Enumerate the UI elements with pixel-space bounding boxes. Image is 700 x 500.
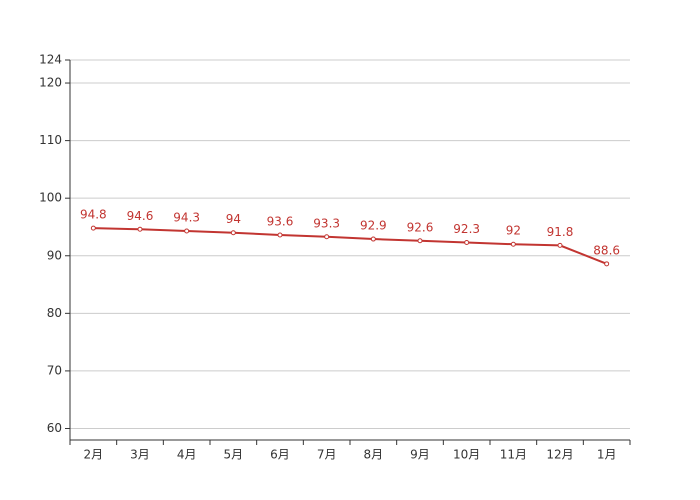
data-label: 92.3 [453,222,480,236]
data-label: 93.6 [267,215,294,229]
point [510,241,516,247]
point [604,261,610,267]
point [137,226,143,232]
x-tick-label: 8月 [364,448,384,462]
data-label: 92 [506,224,521,238]
data-label: 92.6 [407,220,434,234]
y-tick-label: 60 [47,421,62,435]
x-tick-label: 1月 [597,448,617,462]
point [557,242,563,248]
y-tick-label: 120 [39,76,62,90]
point [324,234,330,240]
data-label: 88.6 [593,243,620,257]
y-tick-label: 90 [47,248,62,262]
x-tick-label: 4月 [177,448,197,462]
data-label: 92.9 [360,219,387,233]
data-label: 94.6 [127,209,154,223]
x-tick-label: 10月 [453,448,480,462]
x-tick-label: 9月 [410,448,430,462]
y-tick-label: 100 [39,191,62,205]
x-tick-label: 7月 [317,448,337,462]
point [370,236,376,242]
point [184,228,190,234]
x-tick-label: 6月 [270,448,290,462]
x-tick-label: 2月 [84,448,104,462]
data-label: 91.8 [547,225,574,239]
y-tick-label: 124 [39,53,62,67]
y-tick-label: 80 [47,306,62,320]
x-tick-label: 3月 [130,448,150,462]
data-label: 94.3 [173,211,200,225]
line [93,227,608,265]
x-tick-label: 12月 [546,448,573,462]
data-label: 94 [226,212,241,226]
data-label: 94.8 [80,208,107,222]
point [277,232,283,238]
data-label: 93.3 [313,216,340,230]
y-tick-label: 110 [39,133,62,147]
point [417,238,423,244]
x-tick-label: 5月 [224,448,244,462]
x-tick-label: 11月 [500,448,527,462]
point [230,230,236,236]
point [464,240,470,246]
y-tick-label: 70 [47,363,62,377]
point [90,225,96,231]
